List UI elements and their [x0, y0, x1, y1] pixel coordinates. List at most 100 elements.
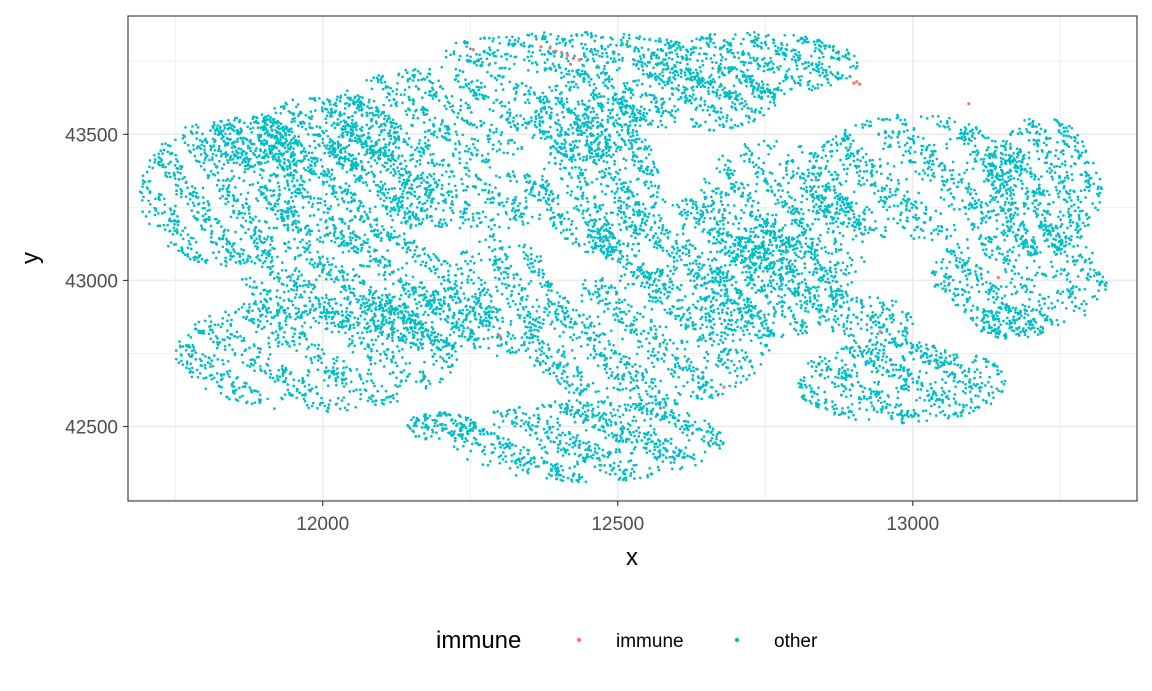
- point-other: [421, 217, 425, 221]
- point-other: [330, 124, 334, 127]
- point-other: [563, 237, 567, 240]
- point-other: [260, 281, 264, 285]
- point-other: [557, 150, 561, 154]
- point-other: [518, 202, 522, 205]
- point-other: [377, 138, 381, 142]
- point-other: [418, 184, 422, 188]
- point-other: [573, 107, 577, 111]
- point-other: [757, 44, 760, 48]
- point-other: [565, 228, 569, 231]
- point-other: [245, 138, 249, 142]
- point-other: [622, 113, 626, 116]
- point-other: [567, 171, 571, 175]
- point-other: [359, 201, 363, 205]
- point-other: [631, 93, 635, 96]
- point-other: [625, 206, 629, 210]
- point-other: [471, 123, 475, 127]
- point-other: [524, 196, 528, 200]
- point-other: [651, 73, 654, 77]
- point-other: [639, 57, 643, 61]
- point-other: [801, 62, 804, 66]
- point-other: [288, 162, 292, 166]
- point-other: [404, 109, 408, 113]
- point-other: [612, 86, 615, 89]
- point-other: [429, 153, 432, 156]
- point-other: [186, 246, 190, 250]
- point-other: [259, 193, 263, 196]
- point-other: [589, 93, 593, 97]
- point-other: [391, 150, 395, 153]
- point-other: [371, 111, 374, 115]
- point-other: [203, 148, 206, 152]
- point-other: [585, 47, 589, 51]
- point-other: [554, 140, 557, 144]
- point-other: [277, 155, 280, 159]
- point-other: [414, 165, 417, 168]
- point-other: [274, 136, 278, 140]
- point-other: [608, 226, 612, 230]
- point-other: [605, 128, 608, 131]
- point-other: [365, 78, 368, 82]
- point-other: [199, 224, 203, 228]
- point-other: [584, 250, 587, 254]
- point-other: [526, 33, 529, 37]
- point-other: [254, 215, 257, 219]
- point-other: [344, 120, 348, 124]
- point-other: [630, 88, 634, 92]
- point-other: [392, 174, 395, 177]
- point-other: [522, 41, 526, 45]
- point-other: [265, 238, 268, 241]
- point-other: [507, 101, 511, 104]
- point-other: [560, 177, 564, 181]
- point-other: [361, 96, 364, 99]
- point-other: [403, 210, 407, 214]
- point-other: [147, 199, 150, 203]
- point-other: [169, 241, 173, 244]
- point-other: [507, 121, 511, 124]
- point-other: [820, 83, 823, 87]
- point-other: [817, 63, 821, 67]
- point-other: [736, 94, 740, 97]
- point-other: [430, 219, 434, 223]
- point-other: [568, 111, 572, 114]
- point-other: [786, 76, 789, 79]
- point-other: [488, 183, 492, 187]
- point-other: [411, 213, 415, 217]
- point-other: [563, 138, 566, 142]
- point-other: [613, 124, 616, 128]
- point-other: [592, 53, 595, 56]
- point-other: [555, 37, 559, 41]
- point-other: [219, 119, 222, 123]
- point-other: [570, 160, 574, 163]
- point-other: [471, 142, 475, 146]
- point-other: [818, 74, 822, 77]
- point-other: [422, 152, 426, 155]
- point-other: [228, 179, 232, 183]
- point-other: [415, 160, 419, 163]
- point-other: [206, 154, 209, 158]
- point-other: [711, 78, 715, 81]
- point-other: [384, 154, 387, 158]
- point-other: [160, 142, 164, 146]
- point-other: [227, 194, 231, 197]
- point-other: [181, 177, 184, 181]
- point-other: [731, 67, 735, 71]
- point-other: [316, 197, 320, 200]
- point-other: [546, 208, 549, 212]
- point-other: [292, 212, 295, 216]
- point-other: [547, 203, 551, 207]
- point-other: [690, 51, 694, 54]
- point-other: [625, 225, 628, 229]
- point-other: [556, 196, 559, 200]
- point-other: [632, 49, 636, 53]
- point-other: [341, 166, 344, 170]
- point-other: [593, 47, 596, 51]
- point-other: [752, 119, 755, 123]
- point-other: [721, 71, 724, 74]
- point-other: [598, 95, 602, 99]
- point-other: [778, 82, 782, 85]
- point-other: [585, 128, 588, 132]
- point-other: [385, 196, 388, 200]
- point-other: [334, 191, 338, 194]
- point-other: [209, 148, 213, 152]
